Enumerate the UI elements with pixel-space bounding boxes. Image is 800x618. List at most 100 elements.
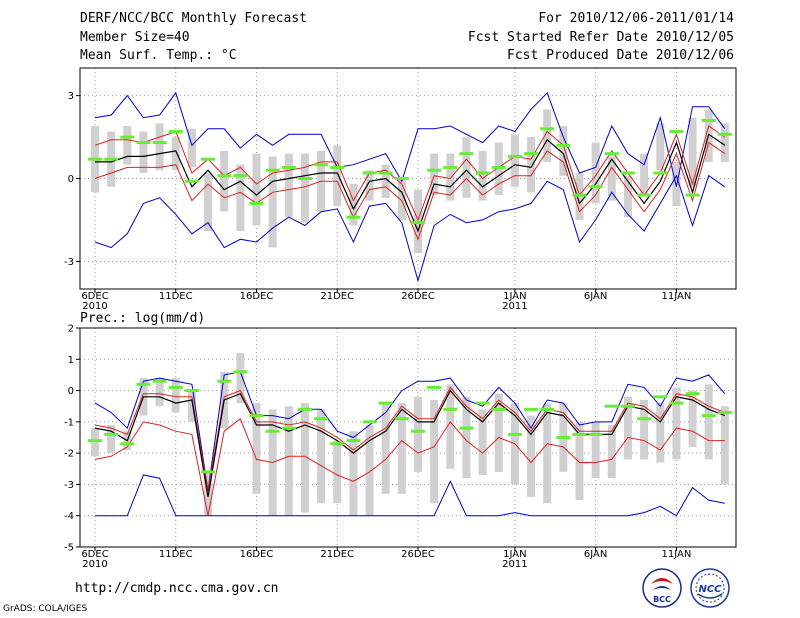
prec-box <box>414 396 422 472</box>
prec-xtick-label: 1JAN <box>503 549 526 560</box>
temp-xtick-label: 6JAN <box>584 291 607 302</box>
temp-box <box>446 153 455 201</box>
prec-box <box>171 378 180 413</box>
temp-ytick-label: 0 <box>68 174 74 185</box>
temp-box <box>204 172 213 231</box>
prec-box <box>107 424 116 454</box>
prec-xtick-label: 21DEC <box>320 549 354 560</box>
temp-box <box>462 137 471 198</box>
prec-xtick-label: 11DEC <box>159 549 193 560</box>
prec-box <box>591 421 600 479</box>
temp-box <box>252 153 261 226</box>
temp-spread-low-line <box>94 141 726 241</box>
prec-box <box>672 387 681 460</box>
prec-xtick-year: 2011 <box>502 559 527 570</box>
variable-label: Mean Surf. Temp.: °C <box>80 48 237 63</box>
temp-box <box>720 123 729 162</box>
temp-box <box>220 150 229 212</box>
temp-xtick-label: 11DEC <box>159 291 193 302</box>
temp-box <box>268 156 277 248</box>
prec-box <box>365 424 374 516</box>
temp-max-line <box>94 91 726 187</box>
prec-ytick-label: 0 <box>68 386 74 397</box>
temp-xtick-year: 2011 <box>502 301 527 312</box>
prec-box <box>575 421 584 501</box>
prec-box <box>543 403 552 504</box>
temp-xtick-label: 11JAN <box>661 291 691 302</box>
member-size-label: Member Size=40 <box>80 30 190 45</box>
prec-xtick-year: 2010 <box>82 559 107 570</box>
prec-box <box>607 424 616 479</box>
temp-min-line <box>94 174 726 283</box>
prec-box <box>317 409 326 504</box>
prec-box <box>155 378 164 407</box>
temp-box <box>591 142 600 204</box>
prec-box <box>640 399 649 460</box>
ncc-logo: NCC <box>690 568 730 608</box>
prec-xtick-label: 11JAN <box>661 549 691 560</box>
prec-xtick-label: 6DEC <box>81 549 108 560</box>
temp-xtick-label: 21DEC <box>320 291 354 302</box>
prec-box <box>397 403 406 494</box>
temp-box <box>236 164 245 231</box>
temp-ytick-label: 3 <box>68 91 74 102</box>
prec-max-line <box>94 371 726 491</box>
temp-box <box>365 170 374 201</box>
temp-spread-high-line <box>94 125 726 222</box>
prec-ytick-label: -1 <box>64 417 74 428</box>
prec-box <box>623 396 632 460</box>
temp-box <box>688 117 697 187</box>
prec-box <box>187 390 196 422</box>
temp-box <box>672 161 681 207</box>
temp-box <box>656 123 665 171</box>
prec-ytick-label: -5 <box>64 543 74 554</box>
temp-mean-line <box>95 133 726 233</box>
prec-box <box>478 409 487 476</box>
temp-ytick-label: -3 <box>64 257 74 268</box>
temp-box <box>397 178 406 220</box>
source-url: http://cmdp.ncc.cma.gov.cn <box>75 581 279 596</box>
prec-box <box>494 393 503 472</box>
temp-box <box>123 126 132 165</box>
prec-spread-low-line <box>94 417 725 516</box>
prec-box <box>704 384 713 460</box>
temp-xtick-label: 6DEC <box>81 291 108 302</box>
temp-box <box>543 109 552 162</box>
temp-box <box>139 131 148 173</box>
prec-box <box>349 431 358 516</box>
prec-xtick-label: 26DEC <box>401 549 435 560</box>
prec-ytick-label: 1 <box>68 355 74 366</box>
prec-ytick-label: 2 <box>68 324 74 335</box>
temp-box <box>430 153 439 196</box>
temp-xtick-label: 1JAN <box>503 291 526 302</box>
prec-box <box>656 403 665 463</box>
temp-box <box>607 156 616 201</box>
temp-box <box>527 137 536 193</box>
temp-xtick-label: 16DEC <box>240 291 274 302</box>
prec-mean-line <box>94 389 726 497</box>
prec-box <box>446 384 455 469</box>
temp-box <box>349 184 358 226</box>
prec-min-line <box>95 474 725 517</box>
ncc-logo-text: NCC <box>698 584 722 595</box>
prec-box <box>688 390 697 447</box>
grads-credit: GrADS: COLA/IGES <box>3 604 88 614</box>
temp-box <box>171 137 180 171</box>
prec-box <box>300 403 309 513</box>
bcc-logo-text: BCC <box>653 595 671 604</box>
prec-ytick-label: -4 <box>64 511 74 522</box>
temp-box <box>559 126 568 176</box>
temp-box <box>187 128 196 168</box>
temp-box <box>623 175 632 218</box>
prec-box <box>284 406 293 516</box>
forecast-started-label: Fcst Started Refer Date 2010/12/05 <box>467 30 734 45</box>
prec-xtick-label: 16DEC <box>240 549 274 560</box>
prec-ytick-label: -3 <box>64 480 74 491</box>
prec-box <box>381 403 390 494</box>
prec-box <box>720 406 729 485</box>
forecast-produced-label: Fcst Produced Date 2010/12/06 <box>507 48 734 63</box>
prec-box <box>333 440 342 504</box>
temp-box <box>300 153 309 223</box>
temp-box <box>640 153 649 196</box>
